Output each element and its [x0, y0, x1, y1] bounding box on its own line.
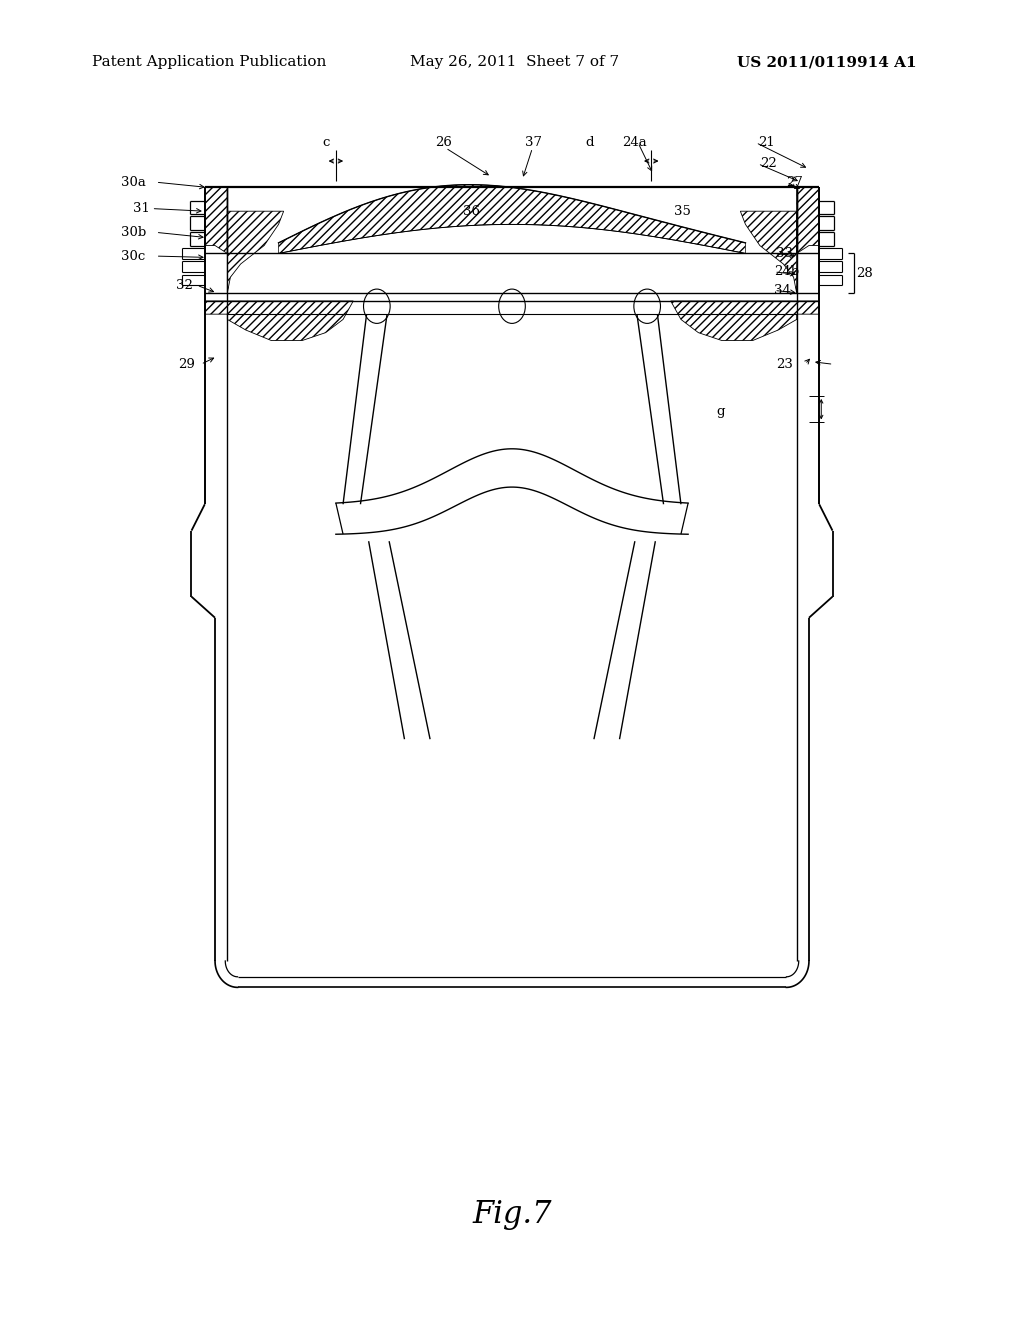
- Text: 33: 33: [776, 247, 794, 260]
- Text: 31: 31: [133, 202, 150, 215]
- Text: 34: 34: [774, 284, 791, 297]
- Text: Patent Application Publication: Patent Application Publication: [92, 55, 327, 70]
- Text: 32: 32: [176, 279, 193, 292]
- Text: 22: 22: [760, 157, 776, 170]
- Text: 30a: 30a: [121, 176, 145, 189]
- Text: 30b: 30b: [121, 226, 146, 239]
- Text: 37: 37: [525, 136, 543, 149]
- Text: 35: 35: [674, 205, 690, 218]
- Text: May 26, 2011  Sheet 7 of 7: May 26, 2011 Sheet 7 of 7: [410, 55, 618, 70]
- Text: 30c: 30c: [121, 249, 145, 263]
- Text: 26: 26: [435, 136, 452, 149]
- Text: Fig.7: Fig.7: [472, 1199, 552, 1229]
- Text: 21: 21: [758, 136, 774, 149]
- Text: 24a: 24a: [623, 136, 647, 149]
- Text: g: g: [717, 405, 725, 418]
- Text: d: d: [586, 136, 594, 149]
- Text: 29: 29: [178, 358, 195, 371]
- Text: 23: 23: [776, 358, 793, 371]
- Text: 24b: 24b: [774, 265, 800, 279]
- Text: 36: 36: [463, 205, 480, 218]
- Text: US 2011/0119914 A1: US 2011/0119914 A1: [737, 55, 916, 70]
- Text: 27: 27: [786, 176, 803, 189]
- Text: 28: 28: [856, 267, 872, 280]
- Text: c: c: [323, 136, 330, 149]
